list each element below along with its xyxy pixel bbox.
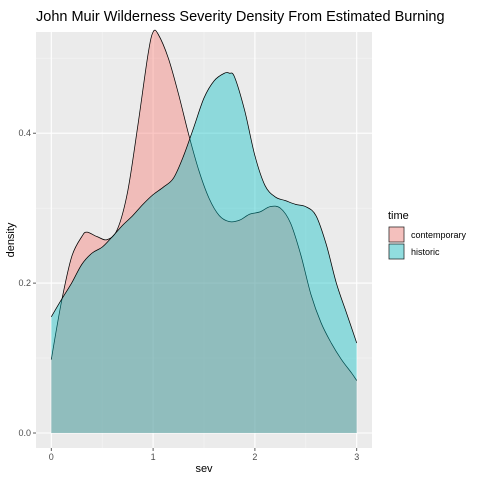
y-axis-title: density: [5, 222, 17, 257]
chart-title: John Muir Wilderness Severity Density Fr…: [36, 9, 445, 25]
legend-key-background: [388, 226, 405, 243]
minor-gridlines: [36, 32, 372, 448]
x-tick-label: 3: [354, 452, 359, 462]
x-tick-label: 1: [151, 452, 156, 462]
legend-label-contemporary: contemporary: [411, 230, 467, 240]
legend: time contemporary historic: [388, 210, 467, 260]
legend-swatch-historic: [388, 243, 405, 260]
y-tick-label: 0.0: [18, 428, 31, 438]
x-axis: 0 1 2 3: [49, 448, 359, 462]
x-tick-label: 0: [49, 452, 54, 462]
legend-swatch-contemporary: [388, 226, 405, 243]
legend-items: contemporary historic: [388, 226, 467, 260]
density-line-historic: [50, 72, 358, 344]
y-axis: 0.0 0.2 0.4: [18, 128, 36, 438]
plot-panel: [36, 29, 372, 448]
legend-label-historic: historic: [411, 247, 440, 257]
legend-title: time: [388, 210, 409, 222]
density-area-historic: [51, 72, 357, 434]
density-area-contemporary: [51, 30, 357, 434]
density-line-contemporary: [50, 29, 358, 381]
y-tick-label: 0.4: [18, 128, 31, 138]
y-tick-label: 0.2: [18, 278, 31, 288]
legend-key-background: [388, 243, 405, 260]
density-areas: [50, 29, 358, 434]
major-gridlines: [36, 32, 372, 448]
x-axis-title: sev: [195, 463, 213, 475]
x-tick-label: 2: [252, 452, 257, 462]
